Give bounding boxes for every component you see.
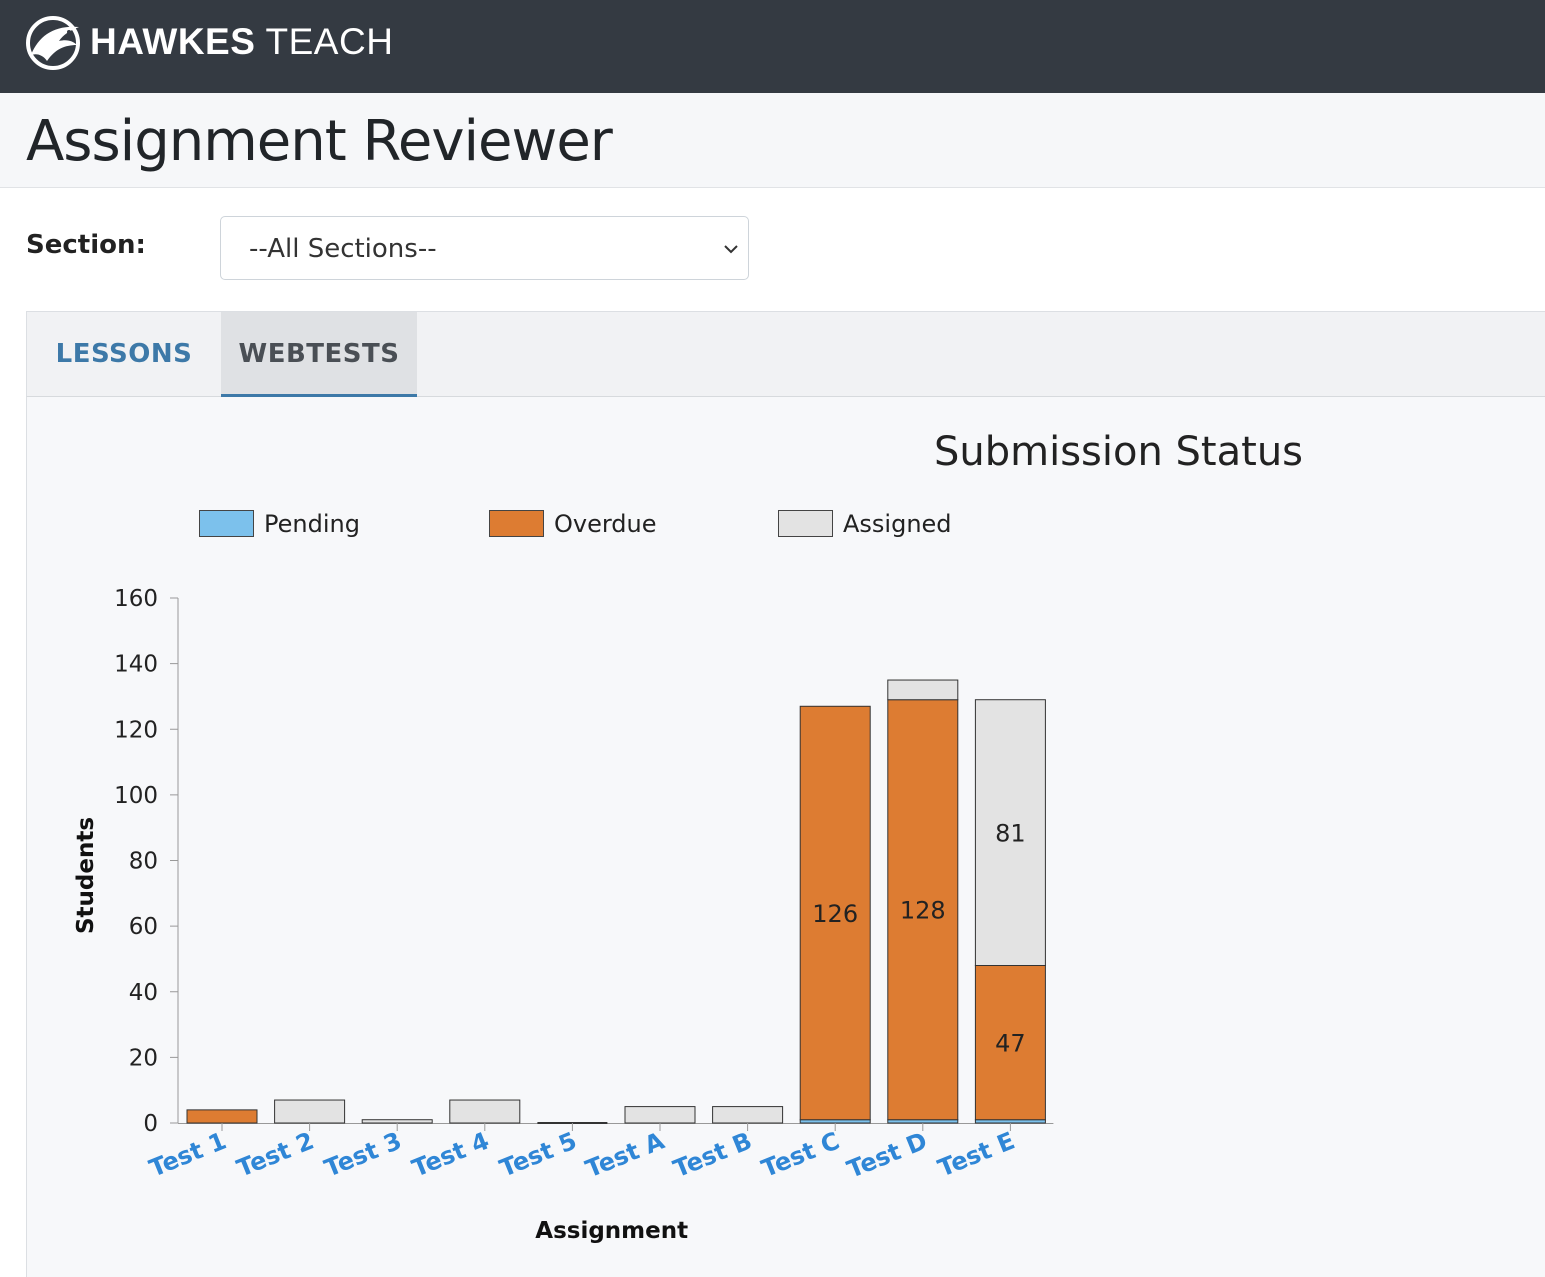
y-tick-label: 160 — [114, 586, 158, 612]
x-tick-label-link[interactable]: Test A — [582, 1126, 669, 1183]
section-select-value: --All Sections-- — [249, 234, 437, 264]
y-tick-label: 120 — [114, 717, 158, 743]
x-tick-label-link[interactable]: Test C — [758, 1127, 844, 1183]
bar-assigned — [624, 1106, 696, 1124]
section-label: Section: — [26, 230, 146, 260]
top-navbar: HAWKES TEACH — [0, 0, 1545, 93]
x-tick-label-link[interactable]: Test 5 — [496, 1127, 581, 1183]
legend-label-assigned: Assigned — [843, 510, 952, 538]
bar-assigned — [274, 1099, 346, 1124]
y-tick-label: 100 — [114, 783, 158, 809]
bar-overdue — [186, 1109, 258, 1124]
bar-overdue — [887, 699, 959, 1121]
bar-assigned — [361, 1119, 433, 1124]
y-tick-label: 80 — [129, 849, 158, 875]
bar-data-label: 47 — [995, 1030, 1026, 1058]
bar-assigned — [712, 1106, 784, 1124]
title-bar — [0, 93, 1545, 188]
brand-name[interactable]: HAWKES TEACH — [90, 20, 393, 64]
bar-overdue — [974, 965, 1046, 1121]
x-tick-label-link[interactable]: Test 4 — [408, 1127, 493, 1183]
legend-swatch-overdue — [489, 510, 544, 537]
x-tick-label-link[interactable]: Test D — [843, 1127, 931, 1184]
x-tick-label-link[interactable]: Test E — [934, 1127, 1019, 1183]
x-tick-label-link[interactable]: Test 1 — [145, 1127, 230, 1183]
bar-assigned — [974, 699, 1046, 966]
page-title: Assignment Reviewer — [26, 109, 613, 174]
x-tick-label-link[interactable]: Test B — [669, 1127, 755, 1184]
bar-assigned — [887, 679, 959, 701]
legend-swatch-assigned — [778, 510, 833, 537]
x-axis-title: Assignment — [535, 1218, 688, 1244]
y-axis-title: Students — [73, 817, 99, 934]
y-tick-label: 140 — [114, 652, 158, 678]
x-tick-label-link[interactable]: Test 2 — [233, 1127, 318, 1183]
brand-light: TEACH — [265, 21, 394, 62]
legend-label-pending: Pending — [264, 510, 360, 538]
bar-data-label: 128 — [900, 897, 946, 925]
legend-label-overdue: Overdue — [554, 510, 657, 538]
tab-lessons[interactable]: LESSONS — [55, 339, 193, 369]
chart-title: Submission Status — [934, 429, 1304, 475]
y-tick-label: 0 — [143, 1111, 158, 1137]
bar-data-label: 81 — [995, 820, 1026, 848]
bar-data-label: 126 — [812, 900, 858, 928]
y-tick-label: 20 — [129, 1045, 158, 1071]
hawk-logo-icon[interactable] — [25, 15, 83, 70]
tab-webtests[interactable]: WEBTESTS — [221, 312, 417, 397]
y-tick-label: 60 — [129, 914, 158, 940]
bar-overdue — [799, 705, 871, 1121]
brand-bold: HAWKES — [90, 21, 256, 62]
section-select[interactable]: --All Sections-- — [220, 216, 749, 280]
y-tick-label: 40 — [129, 980, 158, 1006]
bar-assigned — [449, 1099, 521, 1124]
x-tick-label-link[interactable]: Test 3 — [321, 1127, 406, 1183]
tab-bar: LESSONS WEBTESTS — [26, 311, 1545, 397]
chevron-down-icon — [724, 245, 738, 254]
legend-swatch-pending — [199, 510, 254, 537]
